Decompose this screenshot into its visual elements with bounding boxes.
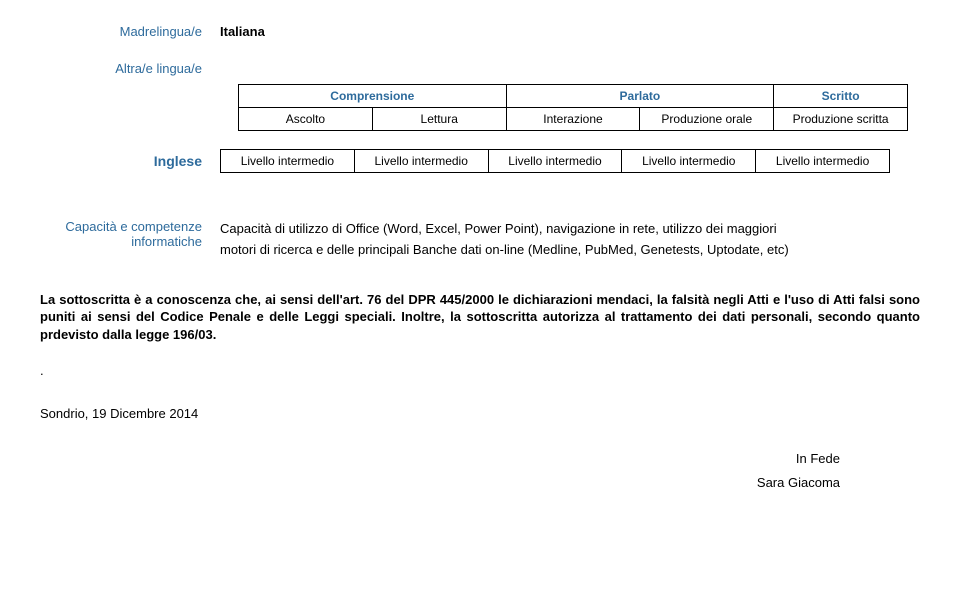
language-skills-table-wrap: Comprensione Parlato Scritto Ascolto Let… xyxy=(238,84,908,131)
it-skills-label: Capacità e competenze informatiche xyxy=(40,219,220,261)
col-parlato: Parlato xyxy=(506,85,774,108)
english-level-3: Livello intermedio xyxy=(622,150,756,173)
signature-block: In Fede Sara Giacoma xyxy=(40,447,920,494)
other-languages-row: Altra/e lingua/e xyxy=(40,61,920,76)
language-skills-header-table: Comprensione Parlato Scritto Ascolto Let… xyxy=(238,84,908,131)
english-level-2: Livello intermedio xyxy=(488,150,622,173)
date-line: Sondrio, 19 Dicembre 2014 xyxy=(40,406,920,421)
declaration-paragraph: La sottoscritta è a conoscenza che, ai s… xyxy=(40,291,920,344)
english-level-4: Livello intermedio xyxy=(756,150,890,173)
dot-line: . xyxy=(40,363,920,378)
col-scritto: Scritto xyxy=(774,85,908,108)
it-skills-line1: Capacità di utilizzo di Office (Word, Ex… xyxy=(220,219,920,240)
english-row: Inglese Livello intermedio Livello inter… xyxy=(40,149,920,173)
mother-tongue-label: Madrelingua/e xyxy=(40,24,220,39)
other-languages-label: Altra/e lingua/e xyxy=(40,61,220,76)
sub-produzione-scritta: Produzione scritta xyxy=(774,108,908,131)
mother-tongue-row: Madrelingua/e Italiana xyxy=(40,24,920,39)
col-comprensione: Comprensione xyxy=(239,85,507,108)
english-label: Inglese xyxy=(40,149,220,173)
it-skills-line2: motori di ricerca e delle principali Ban… xyxy=(220,240,920,261)
mother-tongue-value: Italiana xyxy=(220,24,920,39)
sub-ascolto: Ascolto xyxy=(239,108,373,131)
it-skills-section: Capacità e competenze informatiche Capac… xyxy=(40,219,920,261)
english-level-1: Livello intermedio xyxy=(354,150,488,173)
english-levels-table: Livello intermedio Livello intermedio Li… xyxy=(220,149,890,173)
sub-lettura: Lettura xyxy=(372,108,506,131)
sub-interazione: Interazione xyxy=(506,108,640,131)
english-level-0: Livello intermedio xyxy=(221,150,355,173)
signature-name: Sara Giacoma xyxy=(40,471,840,494)
sub-produzione-orale: Produzione orale xyxy=(640,108,774,131)
it-skills-text: Capacità di utilizzo di Office (Word, Ex… xyxy=(220,219,920,261)
in-fede: In Fede xyxy=(40,447,840,470)
